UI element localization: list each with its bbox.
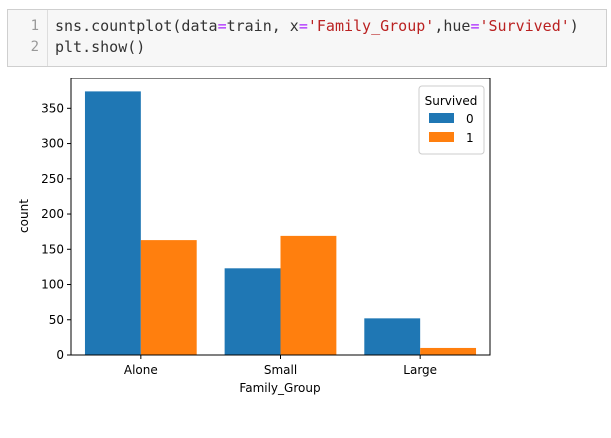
legend-swatch-1: [429, 132, 454, 142]
legend-label-0: 0: [466, 112, 474, 126]
code-token: ,hue: [434, 17, 471, 35]
y-tick-label: 250: [41, 172, 64, 186]
bar-large-survived-1: [420, 347, 477, 355]
y-tick-label: 300: [41, 137, 64, 151]
x-tick-label: Large: [403, 363, 437, 377]
legend-swatch-0: [429, 113, 454, 123]
y-tick-label: 200: [41, 207, 64, 221]
code-line-2[interactable]: plt.show(): [55, 38, 145, 56]
line-number: 2: [30, 39, 39, 55]
legend: Survived 0 1: [418, 85, 485, 155]
y-tick-label: 0: [56, 348, 64, 362]
countplot-chart: 0 50 100 150 200 250 300 350 Alone Small Large co…: [17, 77, 491, 395]
code-token: =: [217, 17, 227, 35]
y-axis-label: count: [17, 199, 31, 233]
legend-title: Survived: [425, 94, 478, 108]
line-number: 1: [30, 18, 39, 34]
y-tick-label: 350: [41, 101, 64, 115]
y-tick-label: 100: [41, 278, 64, 292]
bar-small-survived-1: [280, 235, 337, 355]
line-number-gutter: 1 2: [8, 10, 48, 66]
legend-label-1: 1: [466, 131, 474, 145]
x-tick-label: Alone: [124, 363, 158, 377]
output-plot: 0 50 100 150 200 250 300 350 Alone Small Large co…: [0, 77, 611, 434]
x-tick-label: Small: [264, 363, 297, 377]
y-tick-label: 50: [49, 313, 64, 327]
code-token: train, x: [226, 17, 299, 35]
x-ticks: Alone Small Large: [124, 355, 437, 377]
code-token: 'Family_Group': [307, 17, 435, 35]
bar-alone-survived-0: [84, 91, 141, 356]
y-tick-label: 150: [41, 242, 64, 256]
bars-group: [84, 91, 477, 356]
code-token: 'Survived': [479, 17, 570, 35]
code-token: ): [569, 17, 579, 35]
code-token: =: [298, 17, 308, 35]
bar-alone-survived-1: [140, 240, 197, 355]
code-token: plt.show(): [55, 38, 146, 56]
code-token: =: [470, 17, 480, 35]
bar-large-survived-0: [364, 318, 421, 355]
bar-small-survived-0: [224, 268, 281, 355]
y-ticks: 0 50 100 150 200 250 300 350: [41, 101, 71, 362]
code-line-1[interactable]: sns.countplot(data=train, x='Family_Grou…: [55, 17, 579, 35]
x-axis-label: Family_Group: [239, 381, 320, 395]
code-cell[interactable]: 1 2 sns.countplot(data=train, x='Family_…: [7, 9, 607, 67]
code-token: sns.countplot(data: [55, 17, 218, 35]
